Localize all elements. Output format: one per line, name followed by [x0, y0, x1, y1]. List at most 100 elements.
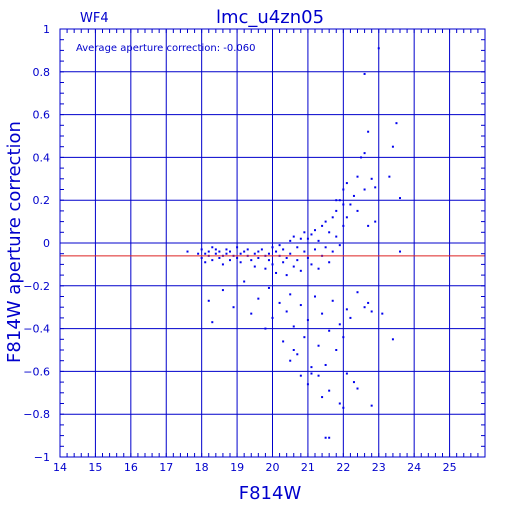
data-point [342, 203, 345, 206]
x-tick-label: 14 [53, 461, 67, 474]
x-tick-label: 18 [195, 461, 209, 474]
data-point [253, 265, 256, 268]
data-point [236, 246, 239, 249]
data-point [395, 122, 398, 125]
data-point [250, 312, 253, 315]
data-point [306, 383, 309, 386]
data-point [328, 261, 331, 264]
x-tick-label: 22 [336, 461, 350, 474]
data-point [271, 316, 274, 319]
data-point [186, 250, 189, 253]
data-point [275, 271, 278, 274]
data-point [197, 252, 200, 255]
x-tick-label: 15 [88, 461, 102, 474]
data-point [324, 220, 327, 223]
data-point [292, 349, 295, 351]
data-point [370, 177, 373, 180]
data-point [296, 246, 299, 249]
data-point [211, 321, 214, 324]
data-point [218, 250, 221, 253]
data-point [271, 263, 274, 266]
data-point [250, 259, 253, 262]
data-point [331, 299, 334, 302]
data-point [271, 246, 274, 249]
data-point [225, 248, 228, 251]
data-point [289, 252, 292, 255]
data-point [317, 267, 320, 270]
data-point [367, 130, 370, 133]
data-point [260, 248, 263, 251]
data-point [328, 389, 331, 392]
data-point [345, 216, 348, 219]
data-point [328, 436, 331, 439]
x-tick-labels: 14 15 16 17 18 19 20 21 22 23 24 25 [53, 461, 457, 474]
data-point [342, 188, 345, 191]
data-point [352, 194, 355, 197]
data-point [317, 344, 320, 347]
data-point [275, 250, 278, 253]
data-point [282, 340, 285, 343]
data-point [200, 248, 203, 251]
y-tick-label: −0.8 [23, 408, 50, 421]
data-point [335, 199, 338, 202]
data-point [345, 308, 348, 311]
y-tick-label: 1 [43, 23, 50, 36]
data-point [345, 182, 348, 185]
x-tick-label: 17 [159, 461, 173, 474]
data-point [345, 372, 348, 375]
data-point [232, 306, 235, 309]
data-point [267, 252, 270, 255]
data-point [303, 336, 306, 339]
plot-frame [59, 28, 486, 458]
data-point [282, 261, 285, 264]
data-point [349, 316, 352, 319]
data-point [381, 312, 384, 315]
data-point [321, 224, 324, 227]
data-point [285, 274, 288, 277]
y-tick-label: −0.2 [23, 280, 50, 293]
data-point [306, 256, 309, 259]
data-point [299, 374, 302, 377]
data-point [289, 359, 292, 362]
y-tick-label: 0.2 [33, 194, 51, 207]
data-point [285, 310, 288, 313]
data-point [399, 250, 401, 253]
data-point [363, 72, 366, 75]
data-point [338, 323, 341, 326]
data-point [356, 209, 359, 212]
data-point [243, 250, 246, 253]
data-point [324, 436, 327, 439]
data-point [211, 259, 214, 262]
data-point [356, 387, 359, 390]
data-point [282, 248, 285, 251]
data-point [342, 336, 345, 339]
data-point [285, 256, 288, 259]
x-tick-label: 24 [407, 461, 421, 474]
x-axis-label: F814W [239, 483, 302, 504]
data-point [310, 366, 313, 369]
average-annotation: Average aperture correction: -0.060 [76, 43, 256, 54]
y-tick-label: 0.8 [33, 66, 51, 79]
data-point [321, 312, 324, 315]
data-point [299, 304, 302, 307]
data-point [338, 199, 341, 202]
data-point [289, 293, 292, 296]
data-point [296, 259, 299, 262]
y-tick-label: 0.6 [33, 109, 51, 122]
y-tick-label: −0.4 [23, 323, 50, 336]
data-point [257, 256, 260, 259]
data-point [314, 295, 316, 298]
data-point [399, 197, 401, 200]
data-point [328, 329, 331, 332]
data-point [296, 353, 299, 356]
data-point [225, 252, 228, 255]
data-point [310, 233, 313, 236]
data-point [331, 216, 334, 219]
data-point [352, 381, 355, 384]
data-point [278, 301, 281, 304]
data-point [360, 156, 363, 159]
data-point [388, 175, 391, 178]
data-point [221, 263, 224, 266]
data-point [200, 256, 203, 259]
